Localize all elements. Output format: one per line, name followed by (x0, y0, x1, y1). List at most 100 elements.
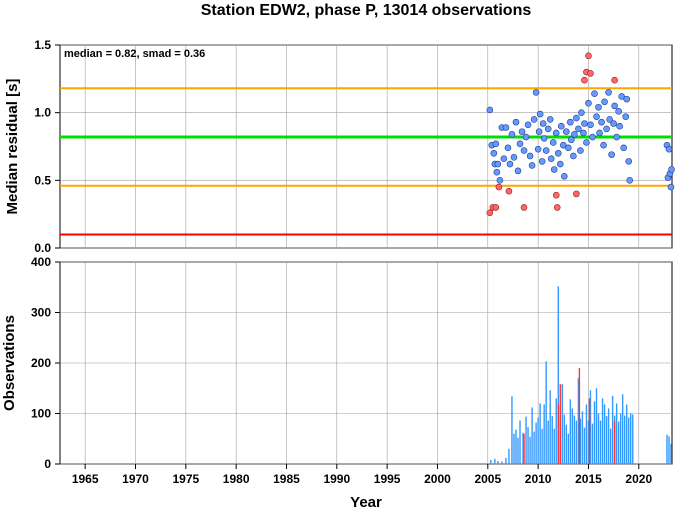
inlier-point (570, 152, 577, 160)
inlier-point (618, 93, 625, 100)
inlier-point (538, 158, 546, 165)
observation-bar (494, 458, 496, 464)
inlier-point (557, 122, 565, 130)
inlier-point (603, 125, 610, 133)
inlier-point (595, 103, 602, 111)
observation-bar (535, 422, 537, 464)
observation-bar (628, 417, 630, 464)
inlier-point (573, 114, 580, 122)
inlier-point (550, 166, 558, 173)
inlier-point (598, 118, 605, 126)
observation-bar (529, 436, 531, 464)
highlight-bar (588, 398, 591, 464)
observation-bar (557, 286, 559, 464)
y-tick-label: 0.0 (34, 241, 51, 255)
observation-bar (490, 459, 492, 464)
inlier-point (625, 158, 633, 165)
inlier-point (500, 155, 508, 162)
observation-bar (603, 404, 606, 464)
y-tick-label: 0.5 (34, 173, 51, 187)
x-tick-label: 1985 (273, 472, 300, 486)
observation-bar (583, 427, 586, 464)
observation-bar (623, 415, 626, 464)
highlight-bar (557, 403, 559, 464)
observation-bar (593, 401, 596, 464)
observation-bar (632, 414, 634, 464)
observation-bar (579, 418, 582, 464)
observation-bar (515, 429, 517, 464)
observation-bar (571, 408, 574, 464)
chart-title: Station EDW2, phase P, 13014 observation… (201, 2, 532, 19)
x-tick-label: 2015 (575, 472, 602, 486)
observation-bar (626, 404, 628, 464)
observation-bar (670, 443, 672, 464)
observation-bar (525, 416, 527, 464)
observation-bar (611, 395, 614, 464)
inlier-point (522, 133, 530, 141)
x-tick-label: 1970 (122, 472, 149, 486)
outlier-point (581, 76, 588, 84)
inlier-point (520, 147, 528, 154)
highlight-bar (559, 384, 561, 464)
inlier-point (587, 121, 594, 129)
outlier-point (587, 70, 594, 77)
residual-y-axis-ticks: 0.0 0.5 1.0 1.5 (34, 38, 60, 255)
inlier-point (530, 116, 538, 123)
y-tick-label: 1.0 (34, 106, 51, 120)
inlier-point (506, 160, 514, 168)
residual-panel-grid (60, 44, 672, 249)
inlier-point (535, 128, 543, 135)
x-tick-label: 1965 (72, 472, 99, 486)
inlier-point (504, 144, 512, 152)
inlier-point (620, 144, 627, 152)
highlight-bar (578, 368, 581, 464)
observation-bar (577, 378, 580, 464)
inlier-point (565, 144, 572, 152)
observation-bar (615, 403, 618, 464)
observation-bar (543, 404, 545, 464)
observation-bar (587, 420, 590, 464)
x-tick-label: 2000 (424, 472, 451, 486)
inlier-point (556, 160, 564, 168)
observation-bar (666, 434, 668, 464)
inlier-point (540, 135, 548, 142)
inlier-point (577, 147, 584, 154)
median-smad-label: median = 0.82, smad = 0.36 (64, 48, 205, 60)
observations-y-axis-ticks: 0 100 200 300 400 (31, 255, 60, 471)
inlier-point (626, 177, 634, 184)
observation-bar (607, 408, 610, 464)
x-tick-label: 1975 (172, 472, 199, 486)
y-tick-label: 100 (31, 407, 51, 421)
inlier-point (581, 120, 588, 127)
observation-bar (575, 420, 578, 464)
inlier-point (608, 151, 615, 158)
observation-bar (601, 398, 604, 464)
inlier-point (528, 162, 536, 169)
inlier-point (593, 113, 600, 121)
inlier-point (606, 116, 613, 123)
inlier-point (516, 140, 524, 148)
inlier-point (493, 168, 501, 176)
inlier-point (571, 131, 578, 138)
observation-bar (617, 421, 620, 464)
inlier-point (549, 139, 557, 146)
inlier-point (575, 125, 582, 133)
inlier-point (580, 129, 587, 137)
observation-bar (561, 384, 563, 464)
inlier-point (591, 90, 598, 98)
observation-bar (581, 411, 584, 464)
observation-bar (597, 413, 600, 464)
inlier-point (568, 136, 575, 144)
x-tick-label: 1995 (374, 472, 401, 486)
inlier-point (665, 145, 673, 153)
observation-bar (549, 390, 551, 464)
x-tick-label: 1990 (323, 472, 350, 486)
inlier-point (622, 113, 629, 121)
inlier-point (601, 98, 608, 106)
inlier-point (547, 155, 555, 162)
observation-bar (511, 396, 513, 464)
inlier-point (502, 124, 510, 131)
inlier-point (546, 116, 554, 123)
